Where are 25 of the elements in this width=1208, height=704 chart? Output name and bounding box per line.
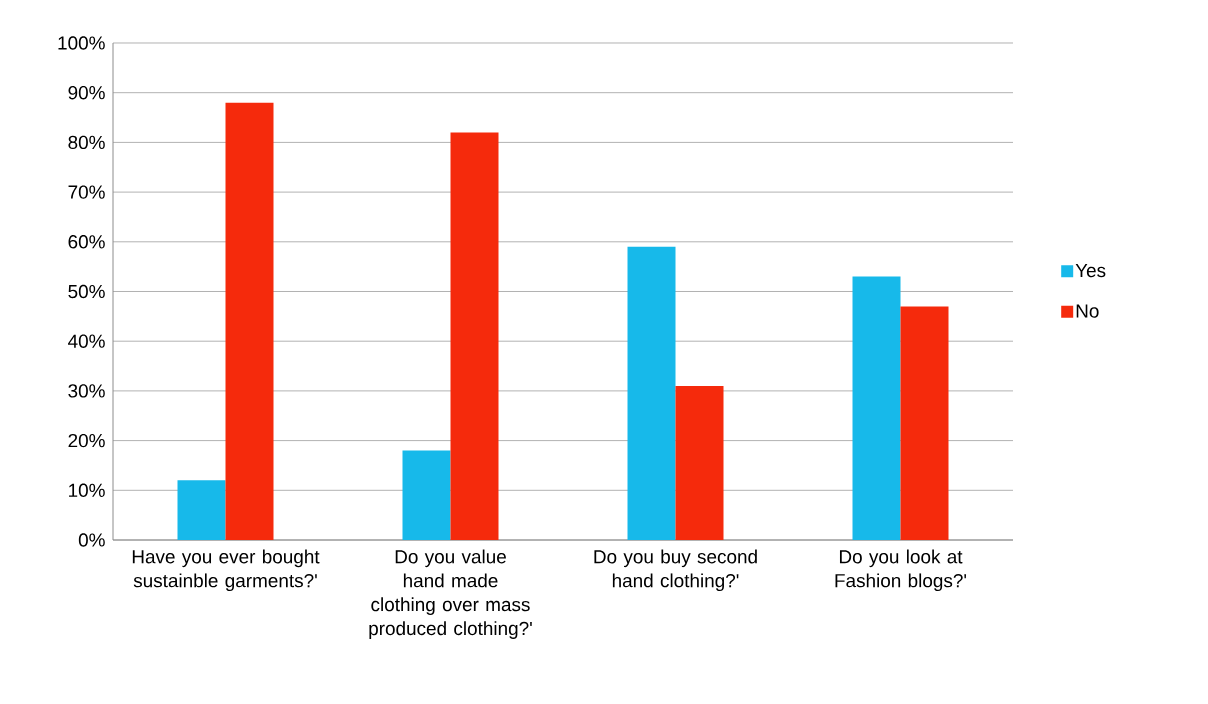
y-tick-label: 50% xyxy=(68,284,105,299)
x-tick-label: Do you buy second hand clothing?' xyxy=(594,549,757,592)
bar xyxy=(852,276,901,540)
y-tick-label: 90% xyxy=(68,85,105,100)
y-tick-label: 40% xyxy=(68,334,105,348)
bar xyxy=(225,102,274,540)
y-tick-label: 80% xyxy=(68,135,105,150)
bar xyxy=(900,306,949,540)
legend-label: Yes xyxy=(1075,263,1106,278)
bar xyxy=(402,450,451,540)
x-tick-label: Have you ever bought sustainble garments?' xyxy=(132,549,320,592)
bar xyxy=(675,385,724,540)
bar xyxy=(177,480,226,540)
y-tick-label: 70% xyxy=(68,185,105,199)
x-tick-label: Do you value hand made clothing over mass produced clothing?' xyxy=(369,549,532,639)
y-tick-label: 20% xyxy=(68,433,105,448)
y-tick-label: 30% xyxy=(68,384,105,398)
y-tick-label: 0% xyxy=(78,533,105,547)
y-tick-label: 60% xyxy=(68,235,105,249)
y-tick-label: 100% xyxy=(58,36,105,50)
bar xyxy=(627,246,676,540)
x-tick-label: Do you look at Fashion blogs?' xyxy=(835,549,967,592)
legend-label: No xyxy=(1076,304,1099,318)
bar xyxy=(450,132,499,540)
y-tick-label: 10% xyxy=(69,483,105,497)
